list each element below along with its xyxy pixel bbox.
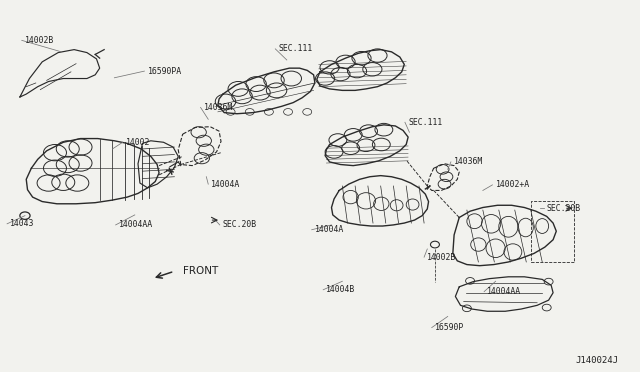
Text: 14002B: 14002B bbox=[428, 253, 456, 262]
Text: 14004A: 14004A bbox=[211, 180, 241, 189]
Text: 16590PA: 16590PA bbox=[148, 67, 182, 76]
Text: 14043: 14043 bbox=[10, 219, 35, 228]
Text: 14004B: 14004B bbox=[326, 285, 356, 294]
Text: 16590P: 16590P bbox=[435, 323, 464, 332]
Text: 14002B: 14002B bbox=[25, 36, 54, 45]
Text: 14002+A: 14002+A bbox=[495, 180, 530, 189]
Text: 14004AA: 14004AA bbox=[487, 287, 522, 296]
Text: 14036M: 14036M bbox=[204, 103, 233, 112]
Text: 14004A: 14004A bbox=[315, 225, 344, 234]
Text: FRONT: FRONT bbox=[182, 266, 218, 276]
Text: J140024J: J140024J bbox=[576, 356, 619, 365]
Text: SEC.111: SEC.111 bbox=[278, 44, 312, 53]
Text: 14004AA: 14004AA bbox=[119, 221, 153, 230]
Text: 14002: 14002 bbox=[126, 138, 150, 147]
Text: SEC.111: SEC.111 bbox=[408, 118, 442, 127]
Text: SEC.20B: SEC.20B bbox=[223, 221, 257, 230]
Text: SEC.20B: SEC.20B bbox=[547, 204, 581, 213]
Text: 14036M: 14036M bbox=[454, 157, 483, 166]
